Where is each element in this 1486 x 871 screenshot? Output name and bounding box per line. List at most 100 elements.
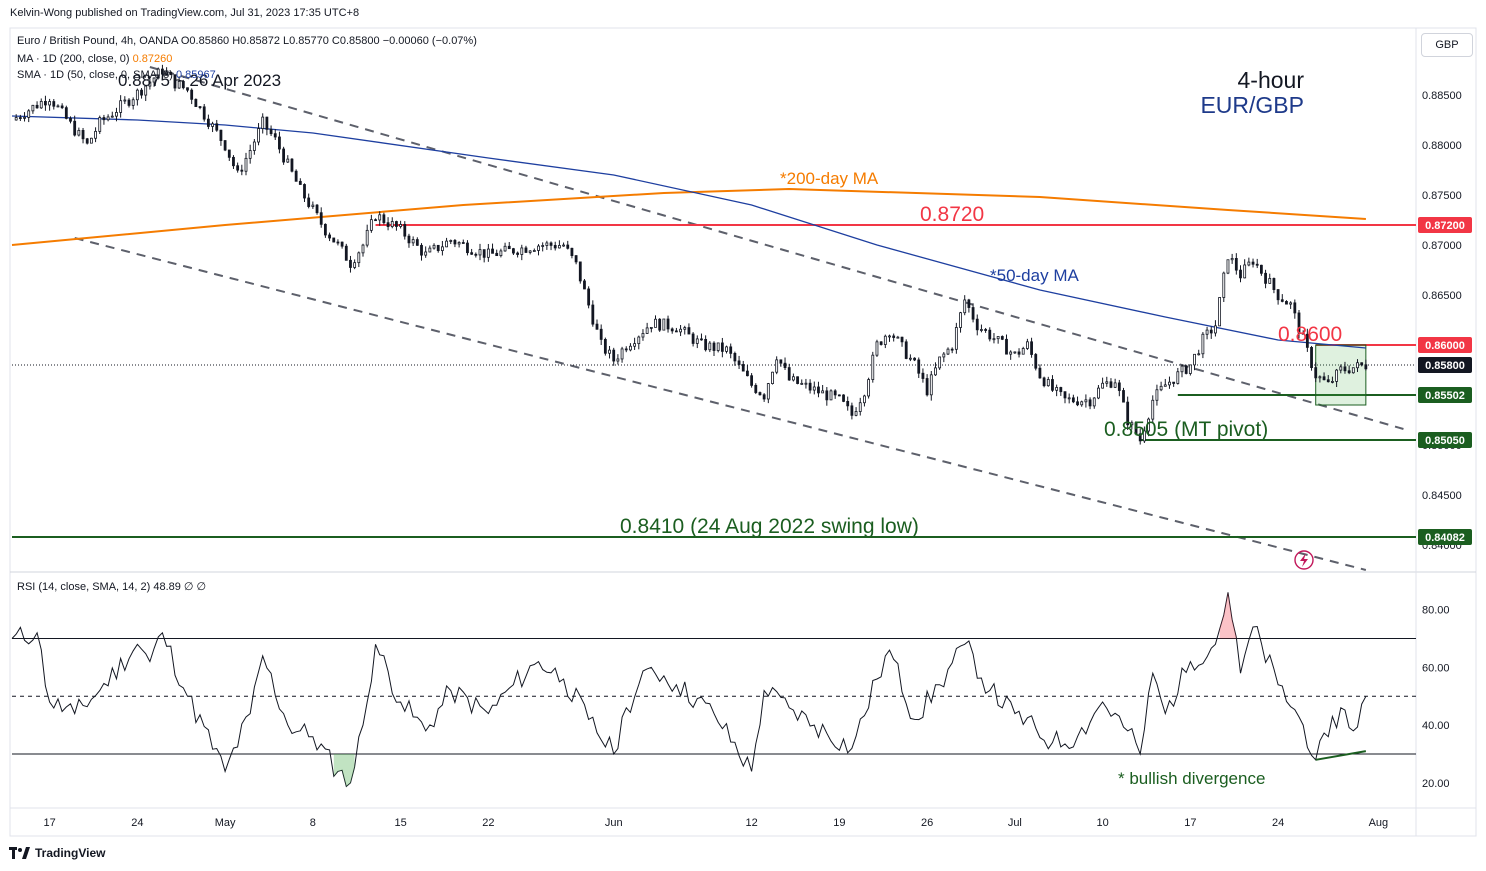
candle-body [730, 347, 732, 354]
candle-body [1214, 326, 1216, 333]
candle-body [546, 243, 548, 246]
candle-body [517, 253, 519, 254]
time-tick-label: Aug [1369, 817, 1389, 829]
candle-body [24, 117, 26, 118]
candle-body [1177, 372, 1179, 384]
ma200-line[interactable] [12, 189, 1366, 245]
candle-body [542, 245, 544, 246]
candle-body [441, 247, 443, 251]
candle-body [600, 329, 602, 339]
legend-ma200-label: MA · 1D (200, close, 0) [17, 53, 130, 65]
candle-body [596, 324, 598, 329]
level-annotation: 0.8720 [920, 203, 984, 226]
legend-ohlc: Euro / British Pound, 4h, OANDA O0.85860… [17, 35, 477, 47]
candle-body [1273, 278, 1275, 289]
sma50-line[interactable] [12, 116, 1366, 348]
candle-body [772, 372, 774, 383]
candle-body [604, 339, 606, 353]
candle-body [387, 223, 389, 227]
candle-body [680, 329, 682, 332]
channel-line-upper[interactable] [150, 67, 1404, 429]
rsi-line[interactable] [12, 592, 1366, 786]
currency-button[interactable]: GBP [1421, 33, 1473, 57]
candle-body [136, 90, 138, 100]
candle-body [1006, 339, 1008, 354]
candle-body [734, 353, 736, 361]
candle-body [191, 90, 193, 99]
candle-body [462, 243, 464, 244]
time-tick-label: 24 [1272, 817, 1284, 829]
candle-body [1202, 334, 1204, 354]
candle-body [784, 363, 786, 367]
candle-body [705, 339, 707, 349]
candle-body [19, 118, 21, 119]
legend-rsi: RSI (14, close, SMA, 14, 2) 48.89 ∅ ∅ [17, 580, 206, 593]
time-tick-label: 8 [310, 817, 316, 829]
consolidation-box[interactable] [1316, 345, 1366, 405]
candle-body [554, 245, 556, 248]
candles [15, 65, 1367, 445]
candle-body [1010, 352, 1012, 354]
candle-body [843, 395, 845, 401]
candle-body [847, 401, 849, 405]
rsi-tick-label: 80.00 [1422, 605, 1450, 617]
candle-body [838, 395, 840, 396]
sma50-annotation: *50-day MA [990, 266, 1079, 285]
tradingview-logo-text: TradingView [35, 846, 105, 860]
candle-body [400, 224, 402, 226]
candle-body [95, 131, 97, 138]
candle-body [1039, 368, 1041, 378]
candle-body [684, 328, 686, 330]
time-tick-label: 12 [745, 817, 757, 829]
candle-body [713, 343, 715, 350]
candle-body [533, 250, 535, 251]
candle-body [421, 245, 423, 255]
candle-body [889, 336, 891, 337]
candle-body [964, 300, 966, 313]
candle-body [746, 371, 748, 376]
candle-body [1294, 303, 1296, 313]
legend-ma200-value: 0.87260 [133, 53, 173, 65]
candle-body [809, 383, 811, 390]
candle-body [955, 327, 957, 349]
candle-body [609, 350, 611, 353]
candle-body [203, 107, 205, 119]
candle-body [721, 343, 723, 351]
candle-body [15, 118, 17, 120]
candle-body [466, 243, 468, 253]
candle-body [726, 347, 728, 352]
candle-body [1340, 367, 1342, 370]
candle-body [283, 149, 285, 162]
candle-body [437, 245, 439, 250]
candle-body [111, 116, 113, 117]
candle-body [550, 243, 552, 245]
level-annotation: 0.8410 (24 Aug 2022 swing low) [620, 515, 919, 538]
candle-body [207, 119, 209, 126]
level-annotation: 0.8505 (MT pivot) [1104, 418, 1268, 441]
candle-body [1060, 387, 1062, 391]
last-price-badge-text: 0.85800 [1425, 360, 1465, 372]
legend-ma200: MA · 1D (200, close, 0) 0.87260 [17, 53, 172, 65]
candle-body [1051, 379, 1053, 390]
candle-body [997, 336, 999, 338]
candle-body [1152, 400, 1154, 419]
price-tick-label: 0.87500 [1422, 190, 1462, 202]
candle-body [1064, 392, 1066, 398]
candle-body [696, 339, 698, 344]
candle-body [270, 129, 272, 133]
candle-body [78, 130, 80, 135]
candle-body [220, 130, 222, 140]
rsi-oversold-fill [334, 754, 355, 787]
candle-body [688, 328, 690, 334]
candle-body [128, 100, 130, 105]
candle-body [901, 337, 903, 342]
candle-body [1035, 354, 1037, 368]
candle-body [416, 240, 418, 246]
candle-body [458, 243, 460, 244]
candle-body [1231, 258, 1233, 259]
axis-price-badge-text: 0.85050 [1425, 435, 1465, 447]
candle-body [659, 319, 661, 330]
candle-body [1031, 342, 1033, 355]
